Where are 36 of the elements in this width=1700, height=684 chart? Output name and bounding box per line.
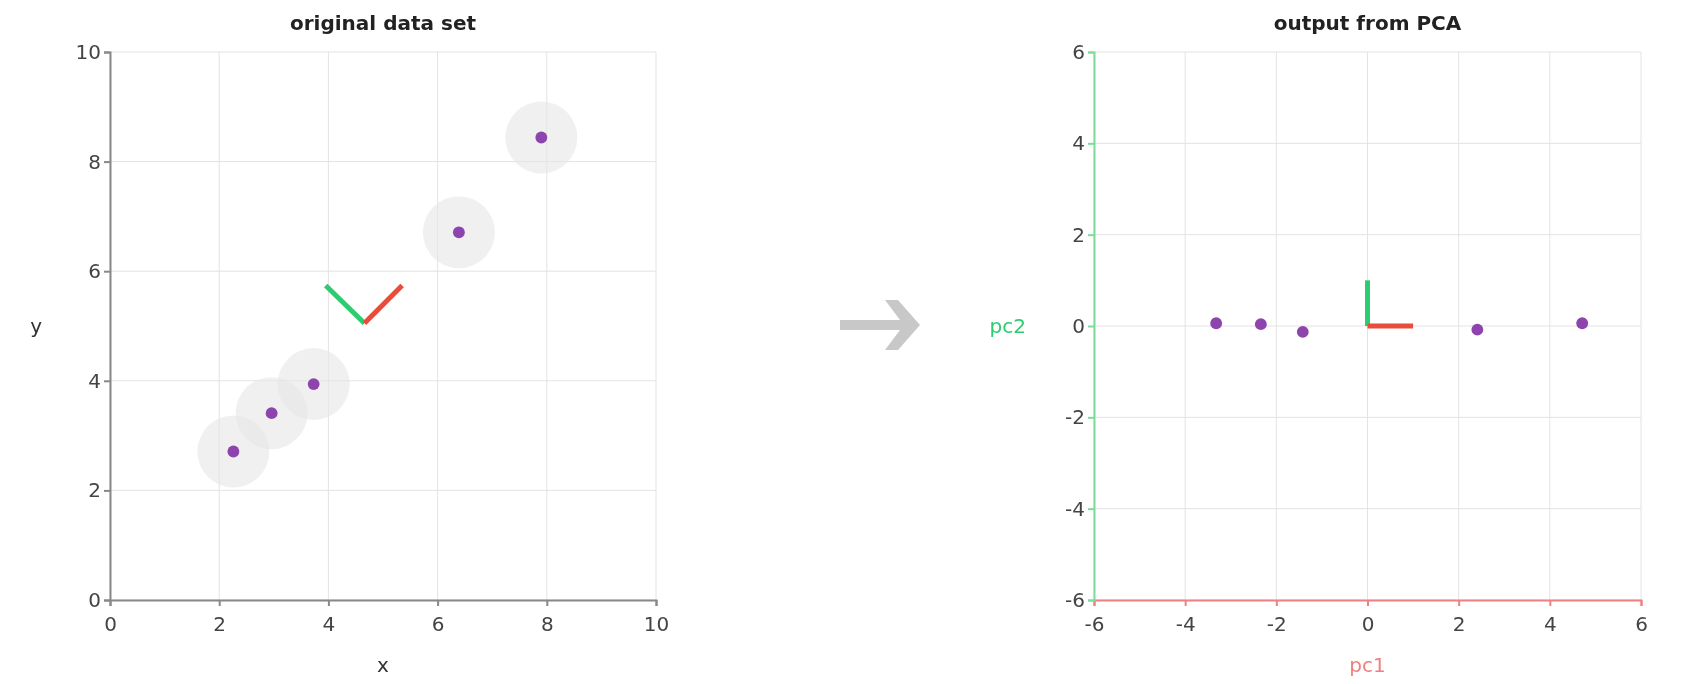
y-tick-label: -2 <box>1065 405 1085 430</box>
x-tick-label: 6 <box>431 612 445 636</box>
chart-title: original data set <box>289 11 477 35</box>
y-tick-label: 2 <box>88 478 101 503</box>
y-axis-title: pc2 <box>989 314 1026 338</box>
point <box>265 407 278 420</box>
x-tick-label: 2 <box>213 612 227 636</box>
x-tick-label: 8 <box>540 612 554 636</box>
x-tick-label: -4 <box>1175 612 1196 636</box>
y-tick-label: 6 <box>1072 39 1085 64</box>
y-tick-label: 4 <box>88 368 101 393</box>
y-tick-label: 4 <box>1072 131 1085 156</box>
y-axis-title: y <box>30 314 43 338</box>
y-tick-label: 0 <box>88 587 101 612</box>
x-axis-title: x <box>377 653 390 677</box>
y-tick-label: -4 <box>1065 496 1085 521</box>
x-tick-label: -2 <box>1266 612 1287 636</box>
x-tick-label: 4 <box>1543 612 1557 636</box>
point <box>535 131 548 144</box>
y-tick-label: -6 <box>1065 587 1085 612</box>
x-axis-title: pc1 <box>1349 653 1386 677</box>
x-tick-label: 2 <box>1452 612 1466 636</box>
y-tick-label: 2 <box>1072 222 1085 247</box>
chart-title: output from PCA <box>1273 11 1462 35</box>
y-tick-label: 10 <box>75 39 101 64</box>
point <box>307 378 320 390</box>
point <box>227 445 240 458</box>
x-tick-label: 0 <box>1361 612 1375 636</box>
point <box>452 226 465 239</box>
y-tick-label: 0 <box>1072 313 1085 338</box>
x-tick-label: 6 <box>1635 612 1648 636</box>
x-tick-label: 10 <box>643 612 670 636</box>
x-tick-label: 0 <box>104 612 117 636</box>
y-tick-label: 8 <box>88 149 101 174</box>
x-tick-label: 4 <box>322 612 336 636</box>
y-tick-label: 6 <box>88 259 101 284</box>
